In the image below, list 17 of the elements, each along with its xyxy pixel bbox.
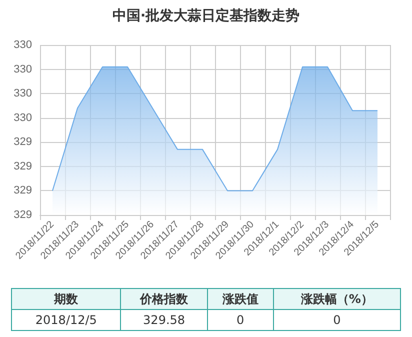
text: 0 bbox=[207, 310, 274, 330]
chart-title: 中国·批发大蒜日定基指数走势 bbox=[112, 7, 300, 24]
y-tick-label: 330 bbox=[14, 63, 32, 76]
text: 0 bbox=[273, 310, 400, 330]
text: 价格指数 bbox=[120, 288, 208, 310]
text: 2018/12/5 bbox=[12, 310, 121, 330]
y-tick-label: 330 bbox=[14, 88, 32, 100]
y-tick-label: 329 bbox=[14, 209, 32, 221]
text: 329.58 bbox=[120, 310, 208, 330]
text: 涨跌值 bbox=[207, 288, 274, 310]
text: 期数 bbox=[12, 288, 121, 310]
y-tick-label: 329 bbox=[14, 136, 32, 148]
y-tick-label: 330 bbox=[14, 39, 32, 51]
text: 涨跌幅（%） bbox=[273, 288, 400, 310]
y-tick-label: 329 bbox=[14, 184, 32, 197]
y-tick-label: 330 bbox=[14, 112, 32, 124]
y-tick-label: 329 bbox=[14, 160, 32, 172]
